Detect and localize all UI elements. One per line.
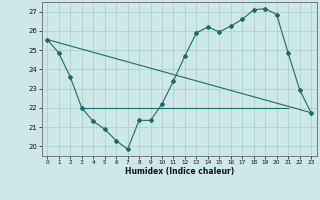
X-axis label: Humidex (Indice chaleur): Humidex (Indice chaleur) <box>124 167 234 176</box>
